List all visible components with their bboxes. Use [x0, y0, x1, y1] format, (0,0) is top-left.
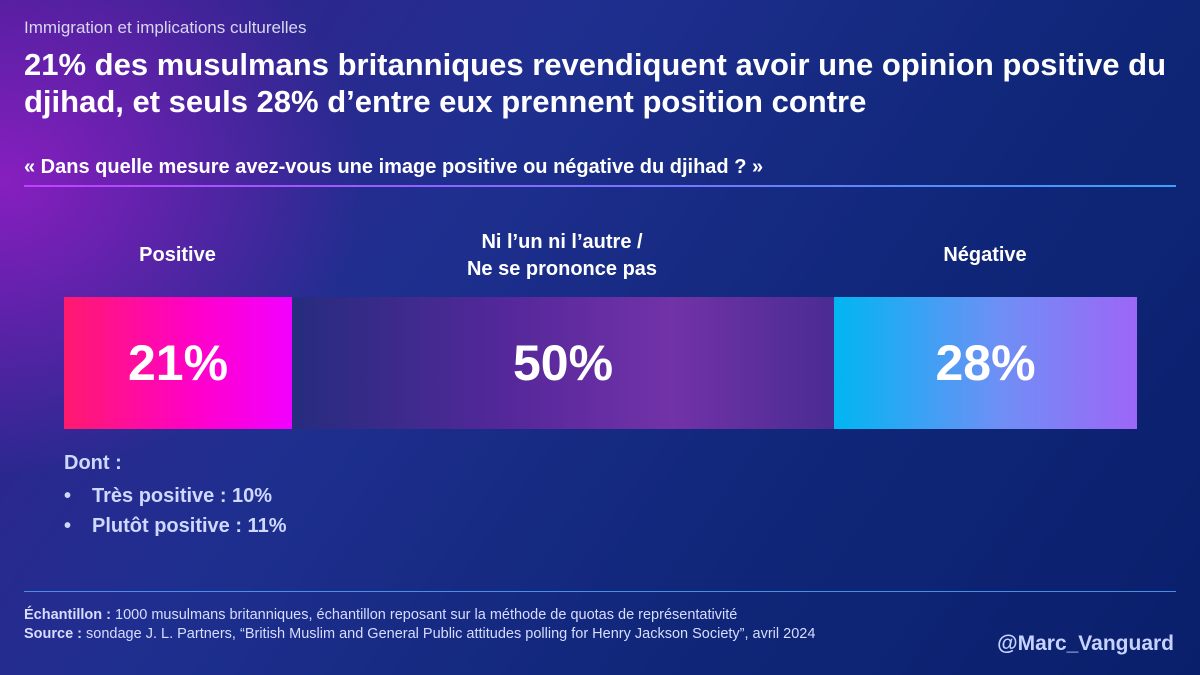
bullet-icon: •: [64, 515, 72, 537]
supertitle: Immigration et implications culturelles: [24, 18, 307, 37]
value-label-positive: 21%: [127, 335, 229, 391]
category-label-line: Positive: [139, 244, 216, 266]
survey-question: « Dans quelle mesure avez-vous une image…: [24, 156, 764, 178]
breakdown-heading: Dont :: [64, 452, 122, 474]
footnote-source: Source : sondage J. L. Partners, “Britis…: [24, 626, 815, 642]
category-label-line: Ne se prononce pas: [466, 258, 658, 280]
category-label-negative: Négative: [833, 242, 1137, 269]
footnote-sample-text: 1000 musulmans britanniques, échantillon…: [111, 607, 738, 623]
page-title: 21% des musulmans britanniques revendiqu…: [24, 47, 1167, 119]
bar-negative: [834, 297, 1137, 429]
category-label-positive: Positive: [64, 242, 291, 269]
author-handle: @Marc_Vanguard: [997, 632, 1174, 655]
breakdown-list: • Très positive : 10% • Plutôt positive : …: [64, 481, 286, 541]
category-label-neutral: Ni l’un ni l’autre / Ne se prononce pas: [291, 229, 833, 283]
footnote-source-text: sondage J. L. Partners, “British Muslim …: [82, 626, 816, 642]
breakdown-item-text: Très positive : 10%: [92, 485, 273, 507]
bar-neutral: [292, 297, 834, 429]
footnote-source-label: Source :: [24, 626, 83, 642]
breakdown-item: • Très positive : 10%: [64, 481, 286, 511]
value-label-neutral: 50%: [512, 335, 614, 391]
value-label-negative: 28%: [935, 335, 1036, 391]
category-label-line: Ni l’un ni l’autre /: [481, 231, 643, 253]
bullet-icon: •: [64, 485, 72, 507]
divider-top: [24, 185, 1176, 187]
breakdown-item: • Plutôt positive : 11%: [64, 511, 286, 541]
footnote-sample-label: Échantillon :: [24, 607, 111, 623]
footnote-sample: Échantillon : 1000 musulmans britannique…: [24, 607, 737, 623]
category-label-line: Négative: [943, 244, 1027, 266]
breakdown-item-text: Plutôt positive : 11%: [92, 515, 287, 537]
bar-positive: [64, 297, 292, 429]
divider-bottom: [24, 591, 1176, 592]
